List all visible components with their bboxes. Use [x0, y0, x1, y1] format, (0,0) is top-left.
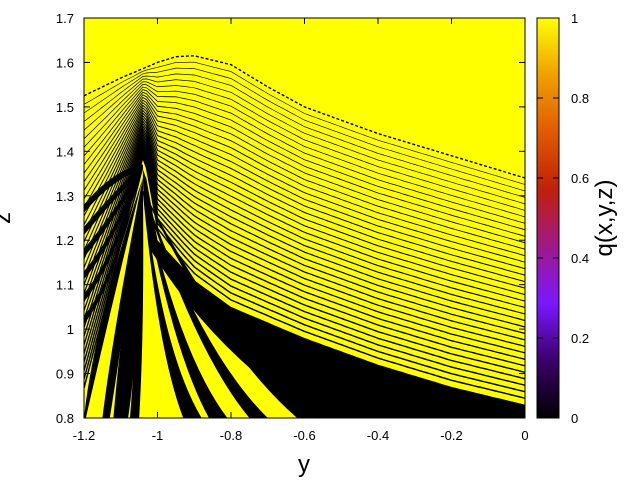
- contour-line: [84, 124, 525, 322]
- contour-line: [84, 152, 525, 393]
- contour-line: [84, 119, 525, 309]
- left-stripe: [84, 164, 143, 258]
- y-tick-label: 1.1: [56, 278, 74, 293]
- y-tick-label: 1.7: [56, 11, 74, 26]
- y-tick-label: 1: [67, 322, 74, 337]
- colorbar-tick-label: 0.4: [571, 251, 589, 266]
- contour-line: [84, 102, 525, 263]
- contour-line: [84, 73, 525, 198]
- x-tick-label: -0.8: [220, 428, 242, 443]
- contour-line: [84, 99, 525, 257]
- upper-boundary: [84, 55, 525, 179]
- stripe-band: [102, 178, 143, 418]
- colorbar-ticks: 0 0.2 0.4 0.6 0.8 1: [537, 11, 589, 426]
- contour-line: [84, 129, 525, 334]
- stripe-band: [84, 178, 143, 418]
- y-tick-label: 0.9: [56, 367, 74, 382]
- contour-line: [84, 104, 525, 270]
- x-tick-label: 0: [521, 428, 528, 443]
- contour-line: [84, 67, 525, 192]
- y-tick-label: 1.2: [56, 233, 74, 248]
- contour-line: [84, 94, 525, 244]
- x-tick-label: -0.6: [293, 428, 315, 443]
- left-stripe: [84, 164, 143, 280]
- contour-line: [84, 145, 525, 373]
- contour-line: [84, 112, 525, 289]
- left-stripe: [84, 164, 143, 235]
- contour-line: [84, 91, 525, 237]
- black-lobe: [142, 169, 525, 418]
- contour-line: [84, 96, 525, 250]
- contour-line: [84, 140, 525, 360]
- contour-line: [84, 78, 525, 205]
- stripe-band: [113, 178, 143, 418]
- contour-line: [84, 84, 525, 218]
- contour-line: [84, 86, 525, 224]
- x-tick-label: -0.2: [440, 428, 462, 443]
- y-tick-label: 1.6: [56, 55, 74, 70]
- contour-line: [84, 135, 525, 348]
- contour-line: [84, 81, 525, 211]
- y-tick-label: 1.5: [56, 100, 74, 115]
- y-tick-label: 0.8: [56, 411, 74, 426]
- contour-line: [84, 89, 525, 231]
- bottom-stripe: [142, 191, 202, 418]
- contour-line: [84, 61, 525, 185]
- contour-line: [84, 122, 525, 315]
- x-tick-label: -0.4: [367, 428, 389, 443]
- colorbar: [536, 17, 560, 419]
- x-tick-label: -1.2: [73, 428, 95, 443]
- colorbar-label: q(x,y,z): [591, 180, 618, 257]
- left-stripe: [84, 164, 143, 302]
- x-axis-label: y: [298, 451, 310, 478]
- colorbar-tick-label: 0.8: [571, 91, 589, 106]
- contour-line: [84, 137, 525, 354]
- uniform-region: [84, 18, 525, 178]
- colorbar-tick-label: 0.2: [571, 331, 589, 346]
- contour-line: [84, 114, 525, 296]
- y-tick-label: 1.3: [56, 189, 74, 204]
- colorbar-tick-label: 0: [571, 411, 578, 426]
- left-stripe: [84, 164, 143, 324]
- left-stripe: [84, 164, 143, 213]
- contour-line: [84, 147, 525, 380]
- colorbar-tick-label: 1: [571, 11, 578, 26]
- contour-line: [84, 127, 525, 328]
- contour-line: [84, 117, 525, 302]
- y-axis-label: z: [0, 212, 16, 224]
- y-axis-ticks: 0.8 0.9 1 1.1 1.2 1.3 1.4 1.5 1.6 1.7: [56, 11, 525, 426]
- stripe-band: [129, 178, 144, 418]
- contour-line: [84, 142, 525, 367]
- x-tick-label: -1: [152, 428, 164, 443]
- x-axis-ticks: -1.2 -1 -0.8 -0.6 -0.4 -0.2 0: [73, 18, 529, 443]
- contour-line: [84, 107, 525, 276]
- colorbar-tick-label: 0.6: [571, 171, 589, 186]
- y-tick-label: 1.4: [56, 144, 74, 159]
- heatmap-field: [84, 18, 525, 418]
- contour-line: [84, 109, 525, 283]
- contour-line: [84, 132, 525, 341]
